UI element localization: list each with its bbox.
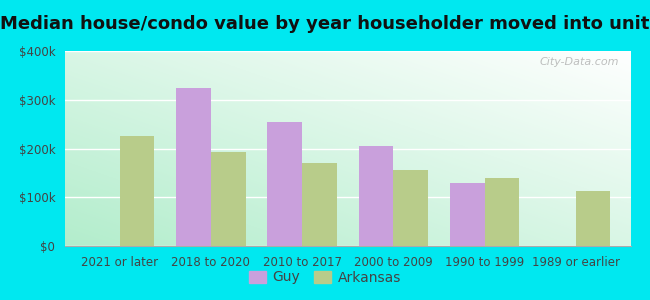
- Bar: [450, 183, 484, 246]
- Legend: Guy, Arkansas: Guy, Arkansas: [243, 265, 407, 290]
- Text: City-Data.com: City-Data.com: [540, 57, 619, 67]
- Bar: [393, 170, 428, 246]
- Bar: [302, 163, 337, 246]
- Bar: [120, 136, 155, 246]
- Bar: [268, 122, 302, 246]
- Bar: [576, 191, 610, 246]
- Bar: [484, 178, 519, 246]
- Text: Median house/condo value by year householder moved into unit: Median house/condo value by year househo…: [0, 15, 650, 33]
- Bar: [176, 88, 211, 246]
- Bar: [359, 146, 393, 246]
- Bar: [211, 152, 246, 246]
